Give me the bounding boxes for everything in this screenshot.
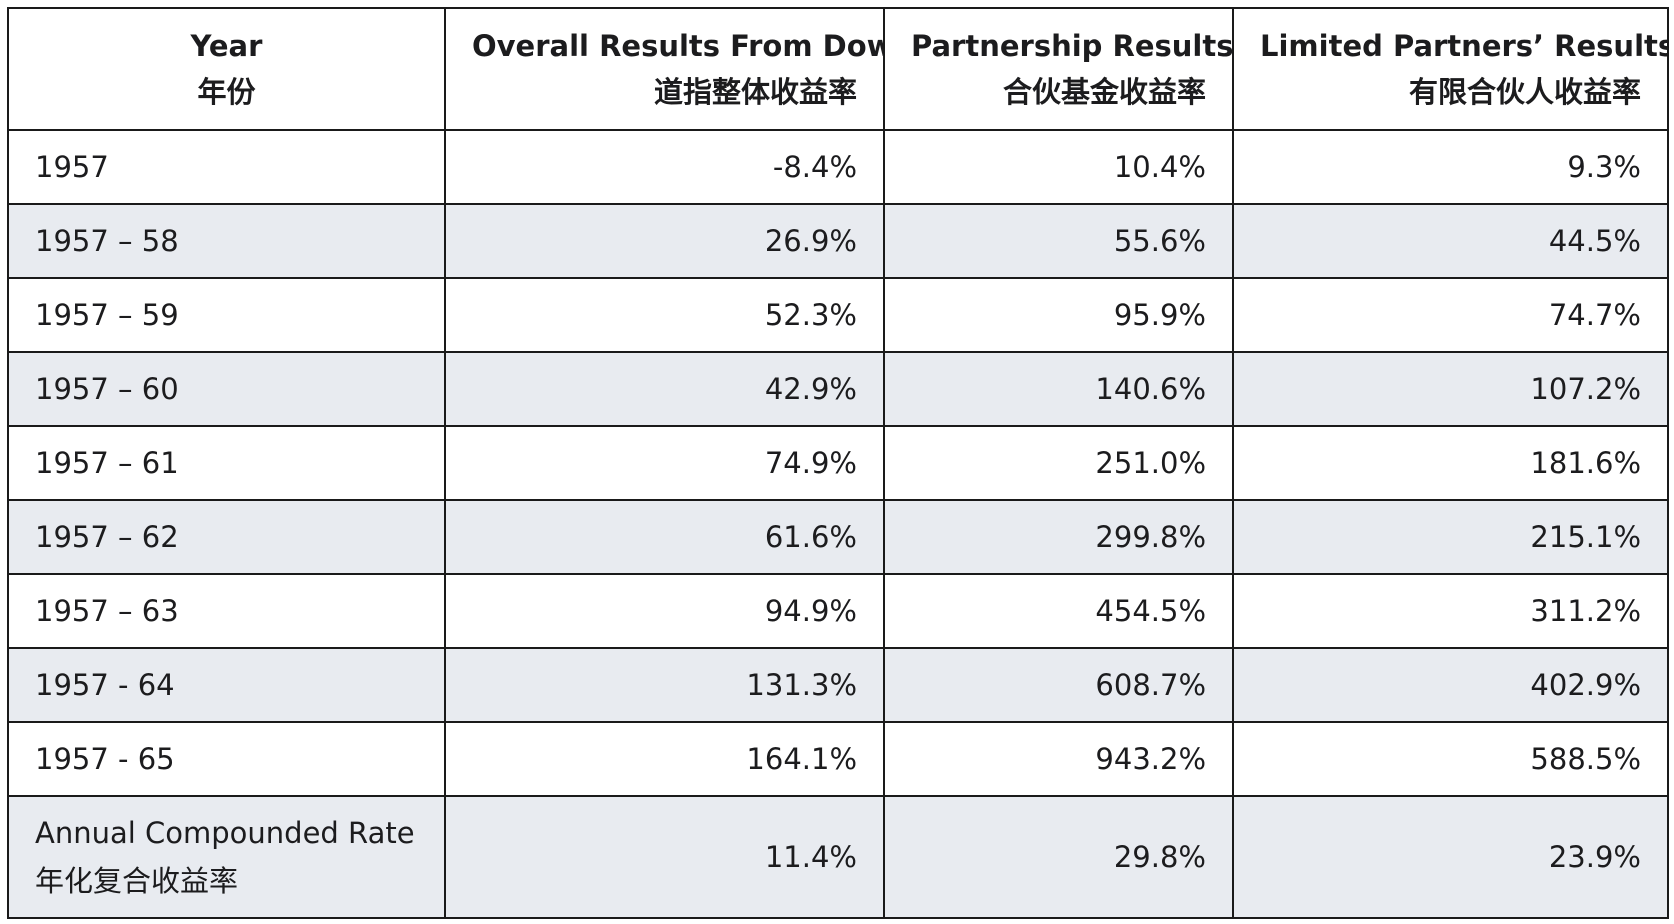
- table-row: 1957 – 61 74.9% 251.0% 181.6%: [7, 425, 1669, 501]
- summary-dow: 11.4%: [444, 795, 885, 919]
- table-row: 1957 - 65 164.1% 943.2% 588.5%: [7, 721, 1669, 797]
- header-year-en: Year: [190, 29, 263, 63]
- cell-dow: 164.1%: [444, 721, 885, 797]
- header-dow: Overall Results From Dow 道指整体收益率: [444, 7, 885, 131]
- cell-year: 1957 - 65: [7, 721, 446, 797]
- cell-year: 1957: [7, 129, 446, 205]
- cell-year: 1957 – 58: [7, 203, 446, 279]
- cell-year: 1957 – 61: [7, 425, 446, 501]
- header-partnership: Partnership Results 合伙基金收益率: [883, 7, 1234, 131]
- header-limited-zh: 有限合伙人收益率: [1408, 75, 1641, 109]
- cell-year: 1957 – 63: [7, 573, 446, 649]
- cell-limited: 215.1%: [1232, 499, 1669, 575]
- cell-dow: 131.3%: [444, 647, 885, 723]
- cell-partnership: 95.9%: [883, 277, 1234, 353]
- table-row: 1957 – 58 26.9% 55.6% 44.5%: [7, 203, 1669, 279]
- summary-row: Annual Compounded Rate 年化复合收益率 11.4% 29.…: [7, 795, 1669, 919]
- cell-limited: 402.9%: [1232, 647, 1669, 723]
- header-partnership-en: Partnership Results: [911, 29, 1233, 63]
- results-table-container: Year 年份 Overall Results From Dow 道指整体收益率…: [7, 7, 1669, 919]
- cell-partnership: 251.0%: [883, 425, 1234, 501]
- table-row: 1957 – 63 94.9% 454.5% 311.2%: [7, 573, 1669, 649]
- header-dow-zh: 道指整体收益率: [653, 75, 857, 109]
- header-year-zh: 年份: [197, 75, 256, 109]
- cell-year: 1957 – 62: [7, 499, 446, 575]
- header-year: Year 年份: [7, 7, 446, 131]
- table-row: 1957 - 64 131.3% 608.7% 402.9%: [7, 647, 1669, 723]
- cell-year: 1957 - 64: [7, 647, 446, 723]
- header-limited: Limited Partners’ Results 有限合伙人收益率: [1232, 7, 1669, 131]
- cell-partnership: 454.5%: [883, 573, 1234, 649]
- cell-partnership: 943.2%: [883, 721, 1234, 797]
- table-row: 1957 – 60 42.9% 140.6% 107.2%: [7, 351, 1669, 427]
- cell-partnership: 10.4%: [883, 129, 1234, 205]
- table-row: 1957 -8.4% 10.4% 9.3%: [7, 129, 1669, 205]
- table-body: 1957 -8.4% 10.4% 9.3% 1957 – 58 26.9% 55…: [7, 129, 1669, 919]
- cell-dow: 42.9%: [444, 351, 885, 427]
- cell-limited: 44.5%: [1232, 203, 1669, 279]
- header-dow-en: Overall Results From Dow: [472, 29, 884, 63]
- cell-limited: 588.5%: [1232, 721, 1669, 797]
- cell-limited: 74.7%: [1232, 277, 1669, 353]
- results-table: Year 年份 Overall Results From Dow 道指整体收益率…: [7, 7, 1669, 919]
- header-limited-en: Limited Partners’ Results: [1260, 29, 1668, 63]
- table-row: 1957 – 62 61.6% 299.8% 215.1%: [7, 499, 1669, 575]
- header-row: Year 年份 Overall Results From Dow 道指整体收益率…: [7, 7, 1669, 131]
- cell-dow: 94.9%: [444, 573, 885, 649]
- cell-dow: 26.9%: [444, 203, 885, 279]
- cell-limited: 311.2%: [1232, 573, 1669, 649]
- cell-dow: 74.9%: [444, 425, 885, 501]
- table-header: Year 年份 Overall Results From Dow 道指整体收益率…: [7, 7, 1669, 131]
- cell-dow: 61.6%: [444, 499, 885, 575]
- cell-limited: 107.2%: [1232, 351, 1669, 427]
- header-partnership-zh: 合伙基金收益率: [1002, 75, 1206, 109]
- cell-partnership: 608.7%: [883, 647, 1234, 723]
- cell-limited: 9.3%: [1232, 129, 1669, 205]
- cell-dow: 52.3%: [444, 277, 885, 353]
- cell-year: 1957 – 59: [7, 277, 446, 353]
- cell-year: 1957 – 60: [7, 351, 446, 427]
- cell-partnership: 299.8%: [883, 499, 1234, 575]
- summary-limited: 23.9%: [1232, 795, 1669, 919]
- summary-label-zh: 年化复合收益率: [35, 864, 239, 898]
- cell-dow: -8.4%: [444, 129, 885, 205]
- summary-label-en: Annual Compounded Rate: [35, 816, 415, 850]
- summary-partnership: 29.8%: [883, 795, 1234, 919]
- cell-partnership: 55.6%: [883, 203, 1234, 279]
- table-row: 1957 – 59 52.3% 95.9% 74.7%: [7, 277, 1669, 353]
- cell-limited: 181.6%: [1232, 425, 1669, 501]
- summary-label: Annual Compounded Rate 年化复合收益率: [7, 795, 446, 919]
- cell-partnership: 140.6%: [883, 351, 1234, 427]
